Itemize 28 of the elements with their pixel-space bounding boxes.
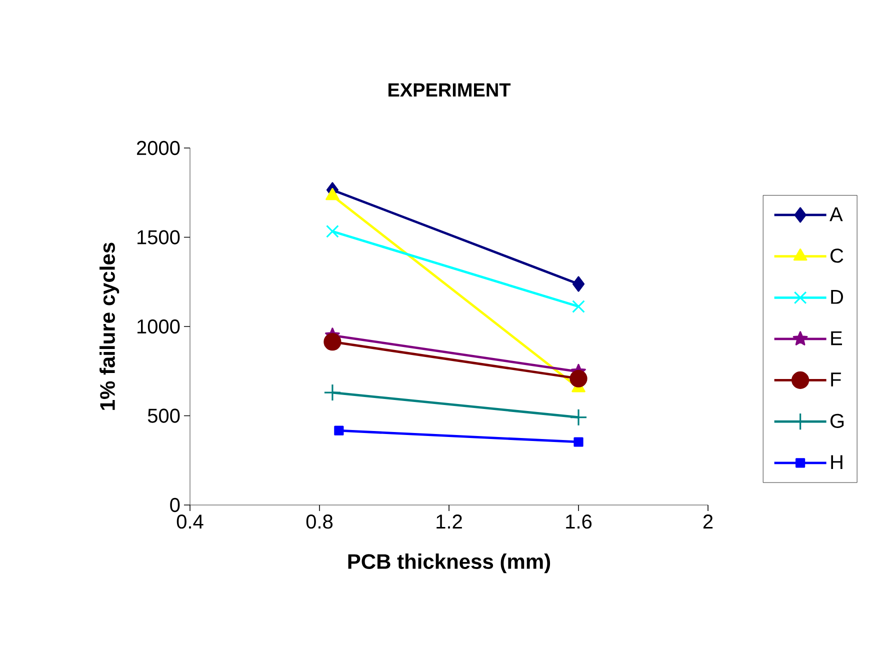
chart-title: EXPERIMENT: [388, 83, 511, 96]
point: [324, 333, 342, 351]
legend-label: D: [831, 290, 844, 304]
x-axis-title: PCB thickness (mm): [348, 554, 550, 574]
legend-label: C: [830, 248, 844, 263]
y-axis-title: 1% failure cycles: [100, 242, 120, 410]
legend-label: E: [831, 331, 842, 346]
legend-label: H: [831, 455, 842, 470]
y-tick-label: 500: [148, 408, 180, 423]
y-tick-label: 2000: [136, 140, 180, 156]
x-tick-label: 2: [703, 514, 713, 528]
y-tick-label: 0: [170, 498, 180, 512]
point: [572, 276, 585, 292]
point: [570, 408, 588, 426]
point: [574, 437, 584, 447]
x-tick-label: 0.8: [306, 514, 333, 529]
y-tick-label: 1500: [138, 230, 180, 244]
y-tick-label: 1000: [138, 319, 180, 334]
legend-label: F: [831, 372, 841, 386]
x-tick-label: 1.6: [566, 514, 592, 529]
x-tick-label: 0.4: [176, 514, 204, 529]
legend-label: G: [830, 414, 844, 428]
x-tick-label: 1.2: [436, 514, 462, 528]
point: [326, 224, 339, 238]
legend-label: A: [830, 207, 843, 222]
point: [334, 426, 344, 436]
point: [324, 384, 342, 402]
point: [572, 300, 585, 313]
